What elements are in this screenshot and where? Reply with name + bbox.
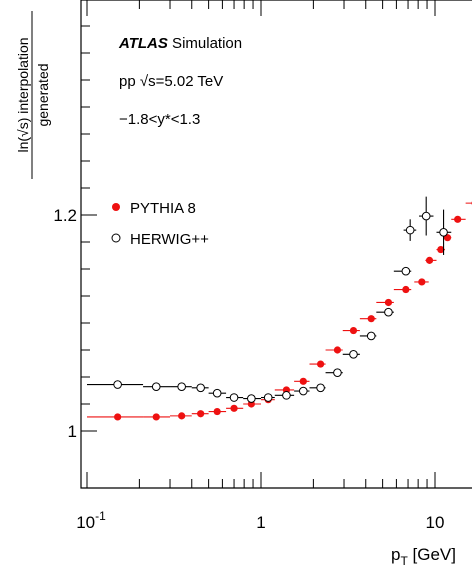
- data-point: [384, 298, 393, 307]
- data-point: [212, 388, 222, 398]
- x-tick-labels: 10-1 1 10: [76, 509, 444, 532]
- plot-frame: [80, 0, 472, 489]
- data-point: [367, 315, 375, 323]
- data-point: [152, 413, 160, 421]
- simulation-text: Simulation: [168, 35, 242, 52]
- x-axis-label-main: p: [391, 545, 400, 564]
- data-point: [349, 350, 358, 359]
- x-tick-label: 10-1: [76, 509, 106, 532]
- legend: PYTHIA 8 HERWIG++: [111, 200, 209, 248]
- x-axis-label: pT [GeV]: [391, 545, 456, 568]
- data-point: [349, 326, 358, 335]
- data-point: [401, 266, 411, 276]
- y-tick-label: 1: [68, 422, 77, 441]
- data-point: [282, 391, 291, 400]
- data-point: [197, 410, 205, 418]
- data-point: [421, 211, 431, 221]
- series-herwig: [87, 196, 452, 403]
- data-point: [298, 386, 308, 396]
- data-point: [196, 383, 205, 393]
- series-layer: [87, 196, 472, 421]
- data-point: [263, 393, 273, 402]
- legend-label-herwig: HERWIG++: [130, 231, 209, 248]
- data-point: [333, 346, 342, 354]
- data-point: [316, 360, 325, 368]
- data-point: [230, 404, 238, 412]
- atlas-logo-text: ATLAS: [118, 35, 168, 52]
- data-point: [213, 407, 221, 416]
- legend-marker-pythia: [112, 203, 120, 211]
- data-point: [405, 225, 415, 235]
- atlas-label: ATLAS Simulation: [118, 35, 242, 52]
- energy-annotation: pp √s=5.02 TeV: [119, 73, 223, 90]
- x-tick-label: 10: [426, 513, 445, 532]
- data-point: [316, 383, 325, 393]
- x-axis-label-unit: [GeV]: [408, 545, 456, 564]
- data-point: [299, 377, 307, 385]
- data-point: [178, 412, 186, 420]
- y-tick-labels: 11.2: [53, 206, 77, 441]
- y-tick-label: 1.2: [53, 206, 77, 225]
- data-point: [384, 307, 393, 317]
- data-point: [439, 227, 448, 237]
- y-axis-label: ln(√s) interpolation generated: [15, 11, 51, 179]
- data-point: [151, 382, 161, 392]
- data-point: [229, 393, 239, 402]
- data-point: [425, 256, 434, 264]
- data-point: [454, 215, 462, 223]
- y-axis-label-denominator: generated: [35, 63, 51, 126]
- axis-ticks: [81, 0, 436, 488]
- x-tick-label: 1: [256, 513, 265, 532]
- data-point: [437, 245, 445, 254]
- data-point: [114, 413, 122, 421]
- y-axis-label-numerator: ln(√s) interpolation: [15, 37, 31, 152]
- legend-marker-herwig: [111, 233, 121, 243]
- legend-label-pythia: PYTHIA 8: [130, 200, 196, 217]
- data-point: [402, 285, 410, 294]
- data-point: [418, 278, 426, 286]
- data-point: [247, 394, 256, 403]
- rapidity-annotation: −1.8<y*<1.3: [119, 111, 200, 128]
- data-point: [113, 380, 122, 389]
- data-point: [333, 368, 342, 377]
- data-point: [177, 382, 186, 392]
- data-point: [366, 331, 376, 341]
- x-axis-label-sub: T: [400, 554, 408, 568]
